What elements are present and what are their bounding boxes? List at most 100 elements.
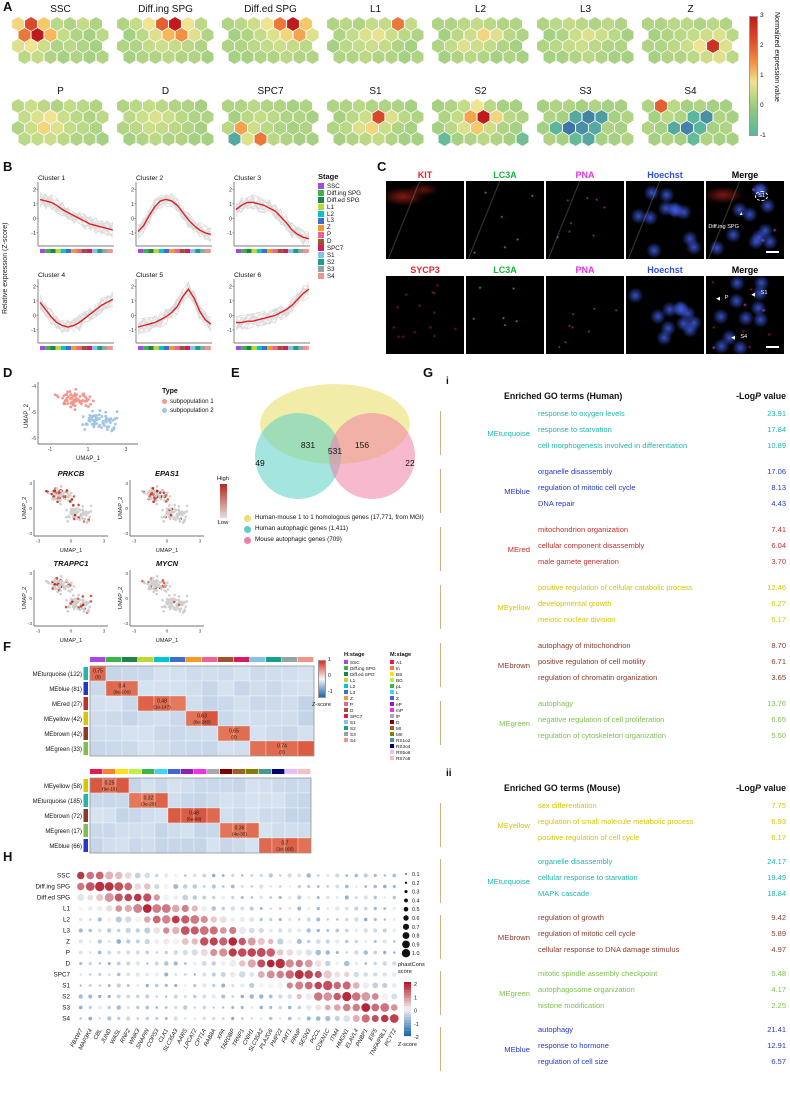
dotplot-dot [382, 983, 388, 988]
dotplot-dot [335, 939, 340, 944]
dotplot-dot [126, 961, 131, 966]
hex-cell [149, 27, 162, 43]
dotplot-dot [240, 1005, 244, 1010]
go-term: male gamete generation [538, 557, 619, 566]
dotplot-dot [228, 937, 238, 946]
feature-point [77, 593, 80, 597]
umap-point [104, 420, 108, 424]
stage-strip-cell [168, 769, 181, 774]
feature-point [56, 590, 59, 594]
stage-strip-cell [138, 346, 144, 350]
panel-label-c: C [377, 159, 387, 174]
stage-strip-cell [246, 249, 252, 253]
hex-cell [346, 109, 359, 125]
feature-point [77, 503, 80, 507]
umap-point [83, 428, 87, 431]
dotplot-dot [353, 971, 359, 978]
y-tick: -3 [28, 531, 33, 537]
hex-cell [372, 27, 385, 43]
hex-cell [241, 27, 254, 43]
dotplot-dot [315, 1004, 322, 1011]
stage-strip-cell [60, 346, 66, 350]
feature-point [164, 500, 168, 503]
zscore-label: Z-score [312, 702, 331, 708]
y-tick: 0 [33, 313, 36, 319]
go-header: Enriched GO terms (Mouse) [504, 783, 621, 793]
corr-value: 0.63 [197, 714, 207, 720]
dotplot-dot [85, 882, 95, 891]
hex-cell [293, 109, 306, 125]
feature-point [81, 595, 85, 598]
heatmap-cell [115, 777, 130, 794]
feature-point [162, 585, 165, 588]
stage-strip-cell [103, 769, 116, 774]
heatmap-cell [258, 837, 273, 854]
dotplot-dot [257, 937, 265, 946]
stage-legend-label: D [350, 707, 354, 713]
umap-point [68, 390, 72, 393]
heatmap-cell [169, 680, 187, 697]
zscore-bar-segment [404, 984, 411, 988]
feature-point [88, 605, 91, 609]
dotplot-dot [344, 895, 349, 900]
hex-cell [50, 120, 64, 136]
stage-legend-item: Z [390, 695, 411, 701]
stage-legend-swatch [390, 726, 394, 730]
stage-strip-cell [293, 249, 299, 253]
go-value: 6.71 [771, 657, 786, 666]
hex-cell [582, 27, 595, 43]
y-tick: 1 [229, 202, 232, 208]
heatmap-cell [201, 725, 219, 742]
hex-cell [496, 120, 510, 136]
stage-legend-swatch [344, 738, 348, 742]
dotplot-dot [250, 1006, 254, 1009]
dotplot-dot [116, 1005, 121, 1010]
hex-cell [11, 98, 25, 114]
hexmap [219, 16, 321, 66]
dotplot-dot [125, 927, 131, 934]
dotplot-dot [231, 895, 235, 900]
dotplot-dot [278, 874, 282, 877]
hex-cell [333, 131, 346, 147]
hex-cell [123, 49, 136, 65]
hex-cell [136, 109, 149, 125]
stage-legend-item: MII [390, 731, 411, 737]
dotplot-dot [345, 906, 349, 911]
hex-cell [96, 27, 109, 43]
heatmap-cell [153, 665, 171, 682]
dotplot-dot [342, 1003, 351, 1012]
stage-legend-label: mP [396, 707, 404, 713]
stage-legend-label: SPC7 [350, 713, 363, 719]
stage-strip-cell [262, 346, 268, 350]
dotplot-dot [269, 1005, 273, 1010]
stage-legend-swatch [344, 702, 348, 706]
dotplot-dot [364, 885, 368, 888]
dotplot-dot [230, 906, 235, 911]
size-legend-value: 0.8 [412, 934, 420, 940]
hex-cell [175, 27, 188, 43]
heatmap-cell [89, 725, 107, 742]
stage-legend-swatch [390, 696, 394, 700]
feature-gene-title: TRAPPC1 [53, 559, 88, 568]
hex-cell [76, 38, 90, 54]
dotplot-dot [287, 1016, 292, 1021]
hex-cell [247, 98, 261, 114]
stage-legend-swatch [344, 660, 348, 664]
heatmap-cell [89, 822, 104, 839]
hex-cell [31, 109, 44, 125]
dotplot-dot [373, 950, 378, 955]
venn-legend-item: Human-mouse 1 to 1 homologous genes (17,… [244, 514, 426, 522]
heatmap-cell [137, 710, 155, 727]
corr-heatmap-svg: MEyellow (58)0.25(9e-18)MEturquoise (185… [33, 769, 312, 854]
y-tick: 3 [29, 481, 32, 487]
y-tick: 2 [131, 284, 134, 290]
zscore-bar-segment [404, 998, 411, 1001]
dotplot-dot [89, 940, 92, 943]
stage-legend-label: S4 [327, 272, 335, 280]
hex-cell [123, 27, 136, 43]
hex-cell [490, 27, 503, 43]
hex-cell [136, 49, 149, 65]
stage-strip-cell [262, 249, 268, 253]
